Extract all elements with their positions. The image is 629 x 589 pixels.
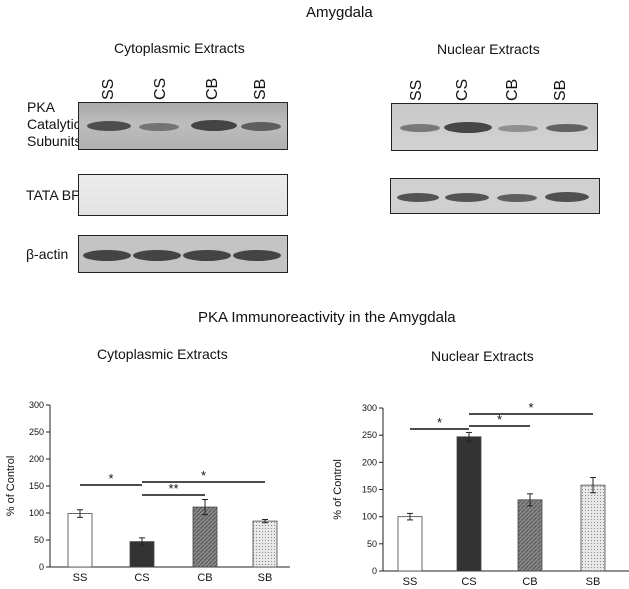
nuc-significance-label-2: * bbox=[528, 400, 533, 415]
cyto-chart-title: Cytoplasmic Extracts bbox=[97, 346, 228, 362]
cyto-y-tick-label-5: 250 bbox=[29, 427, 44, 437]
cyto-y-axis-label: % of Control bbox=[5, 456, 17, 517]
cyto-actin-band-sb bbox=[233, 250, 281, 261]
nuc-tata-band-cs bbox=[445, 193, 489, 202]
cyto-actin-band-cb bbox=[183, 250, 231, 261]
cyto-significance-label-1: ** bbox=[168, 481, 178, 496]
nuc-tata-band-cb bbox=[497, 194, 537, 202]
cyto-actin-band-ss bbox=[83, 250, 131, 261]
pka-row-label-line-3: Subunits bbox=[27, 133, 82, 149]
cyto-bar-sb bbox=[252, 520, 278, 568]
cyto-y-tick-label-0: 0 bbox=[39, 562, 44, 572]
cyto-pka-band-sb bbox=[241, 122, 281, 131]
nuc-tata-band-sb bbox=[545, 192, 589, 202]
nuc-x-tick-label-cs: CS bbox=[461, 576, 476, 588]
cyto-lane-label-cs: CS bbox=[152, 77, 169, 100]
nuc-significance-label-1: * bbox=[497, 412, 502, 427]
pka-row-label-line-2: Catalytic bbox=[27, 116, 81, 132]
nuc-y-tick-label-1: 50 bbox=[367, 539, 377, 549]
cyto-significance-label-2: * bbox=[201, 468, 206, 483]
nuc-pka-blot bbox=[391, 103, 598, 151]
cyto-pka-blot bbox=[78, 102, 288, 150]
pka-row-label-line-1: PKA bbox=[27, 99, 56, 115]
nuc-pka-band-cs bbox=[444, 122, 492, 133]
nuc-lane-label-cs: CS bbox=[454, 78, 471, 101]
nuc-significance-label-0: * bbox=[437, 415, 442, 430]
nuc-y-tick-label-6: 300 bbox=[362, 403, 377, 413]
actin-row-label: β-actin bbox=[26, 246, 69, 262]
nuc-x-tick-label-cb: CB bbox=[522, 576, 537, 588]
cyto-y-tick-label-3: 150 bbox=[29, 481, 44, 491]
nuc-x-tick-label-sb: SB bbox=[586, 576, 601, 588]
cyto-actin-blot bbox=[78, 235, 288, 273]
cyto-pka-band-ss bbox=[87, 121, 131, 131]
nuc-bar-sb bbox=[580, 484, 606, 572]
nuc-pka-band-cb bbox=[498, 125, 538, 132]
nuc-y-axis-label: % of Control bbox=[332, 459, 344, 520]
cyto-pka-band-cb bbox=[191, 120, 237, 131]
nuc-chart-title: Nuclear Extracts bbox=[431, 348, 534, 364]
charts-title: PKA Immunoreactivity in the Amygdala bbox=[198, 309, 456, 326]
cyto-bar-cb bbox=[192, 506, 218, 568]
nuc-y-tick-label-4: 200 bbox=[362, 457, 377, 467]
nuc-lane-label-cb: CB bbox=[504, 78, 521, 101]
cyto-x-tick-label-sb: SB bbox=[258, 572, 273, 584]
cyto-lane-label-sb: SB bbox=[252, 78, 269, 100]
nuc-y-tick-label-0: 0 bbox=[372, 566, 377, 576]
nuc-bar-cb bbox=[517, 499, 543, 572]
cyto-x-tick-label-cb: CB bbox=[197, 572, 212, 584]
figure-title: Amygdala bbox=[306, 4, 373, 21]
cytoplasmic-blot-heading: Cytoplasmic Extracts bbox=[114, 40, 245, 56]
cyto-y-tick-label-2: 100 bbox=[29, 508, 44, 518]
nuc-pka-band-sb bbox=[546, 124, 588, 132]
cyto-significance-label-0: * bbox=[108, 471, 113, 486]
nuc-bar-ss bbox=[397, 516, 423, 572]
cyto-bar-ss bbox=[67, 513, 93, 568]
cyto-y-tick-label-1: 50 bbox=[34, 535, 44, 545]
cyto-y-tick-label-6: 300 bbox=[29, 400, 44, 410]
nuc-y-tick-label-5: 250 bbox=[362, 430, 377, 440]
pka-row-label: PKA Catalytic Subunits bbox=[27, 99, 81, 150]
nuc-pka-band-ss bbox=[400, 124, 440, 132]
nuc-bar-chart: 0 50 100 150 200 250 300 % of Control SS CS CB SB * *… bbox=[332, 400, 629, 588]
cyto-x-tick-label-ss: SS bbox=[73, 572, 88, 584]
cyto-lane-label-ss: SS bbox=[100, 78, 117, 100]
nuc-tata-blot bbox=[390, 178, 600, 214]
nuc-lane-label-ss: SS bbox=[408, 79, 425, 101]
nuc-y-tick-label-3: 150 bbox=[362, 485, 377, 495]
nuc-y-tick-label-2: 100 bbox=[362, 512, 377, 522]
cyto-lane-label-cb: CB bbox=[204, 77, 221, 100]
cyto-x-tick-label-cs: CS bbox=[134, 572, 149, 584]
nuclear-blot-heading: Nuclear Extracts bbox=[437, 41, 540, 57]
cyto-y-tick-label-4: 200 bbox=[29, 454, 44, 464]
nuc-x-tick-label-ss: SS bbox=[403, 576, 418, 588]
cyto-pka-band-cs bbox=[139, 123, 179, 131]
tata-row-label: TATA BP bbox=[26, 187, 81, 203]
nuc-bar-cs bbox=[456, 436, 482, 572]
nuc-lane-label-sb: SB bbox=[552, 79, 569, 101]
nuc-tata-band-ss bbox=[397, 193, 439, 202]
cyto-actin-band-cs bbox=[133, 250, 181, 261]
cyto-tata-blot bbox=[78, 174, 288, 216]
